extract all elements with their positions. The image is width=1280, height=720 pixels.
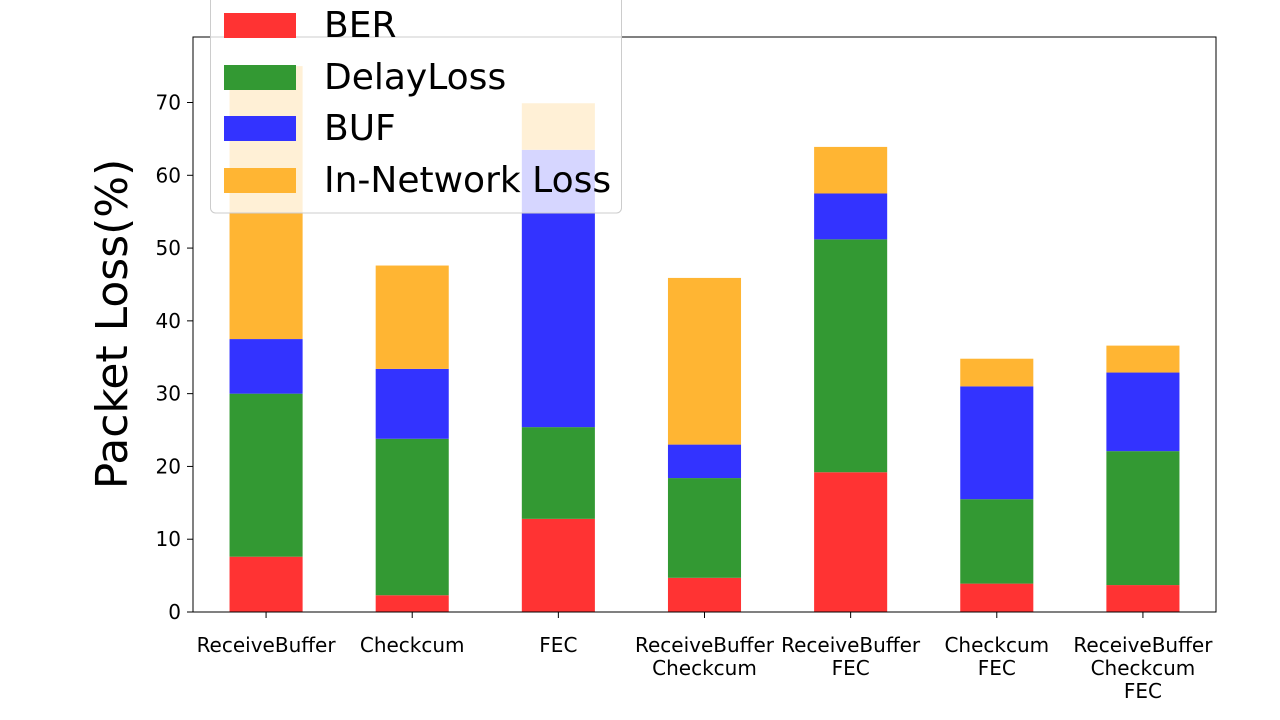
bar-buf-5: [814, 193, 888, 240]
bar-delayloss-4: [667, 478, 742, 578]
bar-in-network-loss-4: [667, 277, 742, 445]
legend-label: BER: [324, 5, 396, 46]
y-tick-label: 20: [156, 454, 181, 478]
x-tick-label: ReceiveBuffer: [197, 633, 337, 657]
x-tick-label: FEC: [539, 633, 577, 657]
y-tick-label: 10: [156, 527, 181, 551]
x-tick-label: Checkcum: [360, 633, 465, 657]
legend-swatch-delayloss: [224, 65, 296, 90]
legend: BER DelayLoss BUF In-Network Loss: [210, 0, 622, 214]
bar-delayloss-2: [375, 438, 449, 596]
bar-buf-1: [229, 339, 303, 394]
legend-swatch-buf: [224, 116, 296, 141]
bar-buf-4: [667, 444, 742, 479]
legend-box: [210, 0, 622, 214]
y-tick-label: 0: [168, 600, 181, 624]
bar-ber-4: [667, 577, 742, 612]
bar-delayloss-5: [814, 239, 888, 473]
bar-delayloss-7: [1106, 451, 1180, 586]
legend-swatch-in-network-loss: [224, 168, 296, 193]
y-tick-label: 40: [156, 309, 181, 333]
y-tick-label: 60: [156, 163, 181, 187]
x-tick-label: Checkcum FEC: [944, 633, 1049, 680]
bar-ber-5: [814, 472, 888, 612]
bar-buf-7: [1106, 372, 1180, 452]
bar-in-network-loss-6: [960, 358, 1034, 387]
bar-ber-7: [1106, 585, 1180, 612]
y-tick-label: 70: [156, 91, 181, 115]
bar-delayloss-6: [960, 499, 1034, 584]
bar-ber-3: [521, 518, 595, 612]
x-tick-label: ReceiveBuffer Checkcum: [635, 633, 775, 680]
bar-ber-1: [229, 556, 303, 612]
bar-in-network-loss-2: [375, 265, 449, 369]
bar-buf-6: [960, 386, 1034, 500]
legend-swatch-ber: [224, 13, 296, 38]
legend-label: In-Network Loss: [324, 160, 611, 201]
legend-label: DelayLoss: [324, 57, 506, 98]
bar-ber-6: [960, 583, 1034, 612]
bar-buf-2: [375, 368, 449, 439]
bar-ber-2: [375, 595, 449, 612]
bar-delayloss-3: [521, 427, 595, 519]
bar-delayloss-1: [229, 393, 303, 557]
x-tick-label: ReceiveBuffer Checkcum FEC: [1073, 633, 1213, 703]
y-axis-label: Packet Loss(%): [87, 159, 138, 490]
y-tick-label: 30: [156, 382, 181, 406]
y-tick-label: 50: [156, 236, 181, 260]
bar-in-network-loss-7: [1106, 345, 1180, 373]
legend-label: BUF: [324, 108, 396, 149]
bar-in-network-loss-5: [814, 146, 888, 194]
x-tick-label: ReceiveBuffer FEC: [781, 633, 921, 680]
